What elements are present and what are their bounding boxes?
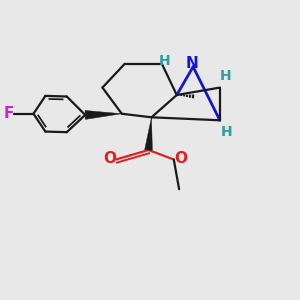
Text: O: O bbox=[103, 151, 116, 166]
Text: H: H bbox=[220, 125, 232, 139]
Text: N: N bbox=[185, 56, 198, 71]
Polygon shape bbox=[145, 117, 152, 150]
Text: H: H bbox=[159, 54, 171, 68]
Text: F: F bbox=[3, 106, 14, 121]
Text: O: O bbox=[174, 151, 187, 166]
Polygon shape bbox=[85, 110, 122, 119]
Text: H: H bbox=[220, 69, 232, 83]
